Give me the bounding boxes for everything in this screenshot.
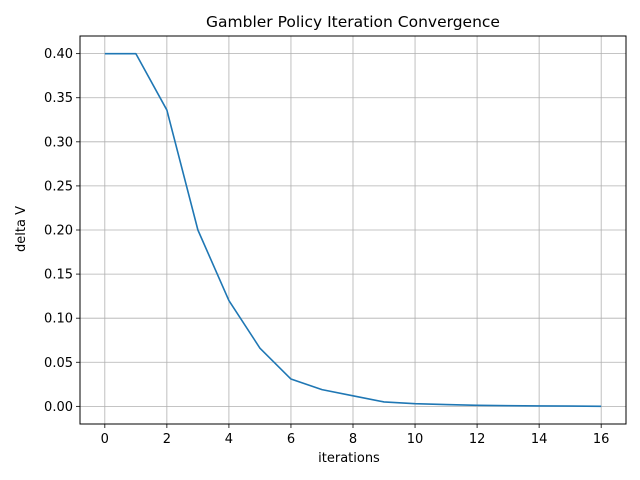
y-tick-label: 0.30	[44, 135, 73, 150]
x-tick-label: 10	[407, 432, 424, 447]
y-tick-label: 0.15	[44, 268, 73, 283]
plot-frame	[79, 35, 627, 425]
y-tick-label: 0.05	[44, 356, 73, 371]
x-tick-label: 2	[163, 432, 171, 447]
series-layer	[104, 52, 602, 408]
x-tick-label: 6	[287, 432, 295, 447]
x-tick-label: 8	[349, 432, 357, 447]
x-tick-label: 0	[101, 432, 109, 447]
x-tick-label: 16	[593, 432, 610, 447]
y-tick-label: 0.00	[44, 400, 73, 415]
x-tick-label: 12	[469, 432, 486, 447]
chart-title: Gambler Policy Iteration Convergence	[206, 13, 500, 31]
y-tick-label: 0.25	[44, 179, 73, 194]
x-tick-label: 4	[225, 432, 233, 447]
ticks: 0 2 4 6 8 10 12 14 16 0.00 0.05 0.10 0.15 0.20 0.25 0.3…	[44, 47, 609, 447]
x-axis-label: iterations	[318, 451, 380, 466]
y-tick-label: 0.20	[44, 224, 73, 239]
y-tick-label: 0.40	[44, 47, 73, 62]
y-axis-label: delta V	[14, 206, 29, 252]
series-line	[104, 52, 602, 408]
y-tick-label: 0.10	[44, 312, 73, 327]
y-tick-label: 0.35	[44, 91, 73, 106]
x-tick-label: 14	[531, 432, 548, 447]
